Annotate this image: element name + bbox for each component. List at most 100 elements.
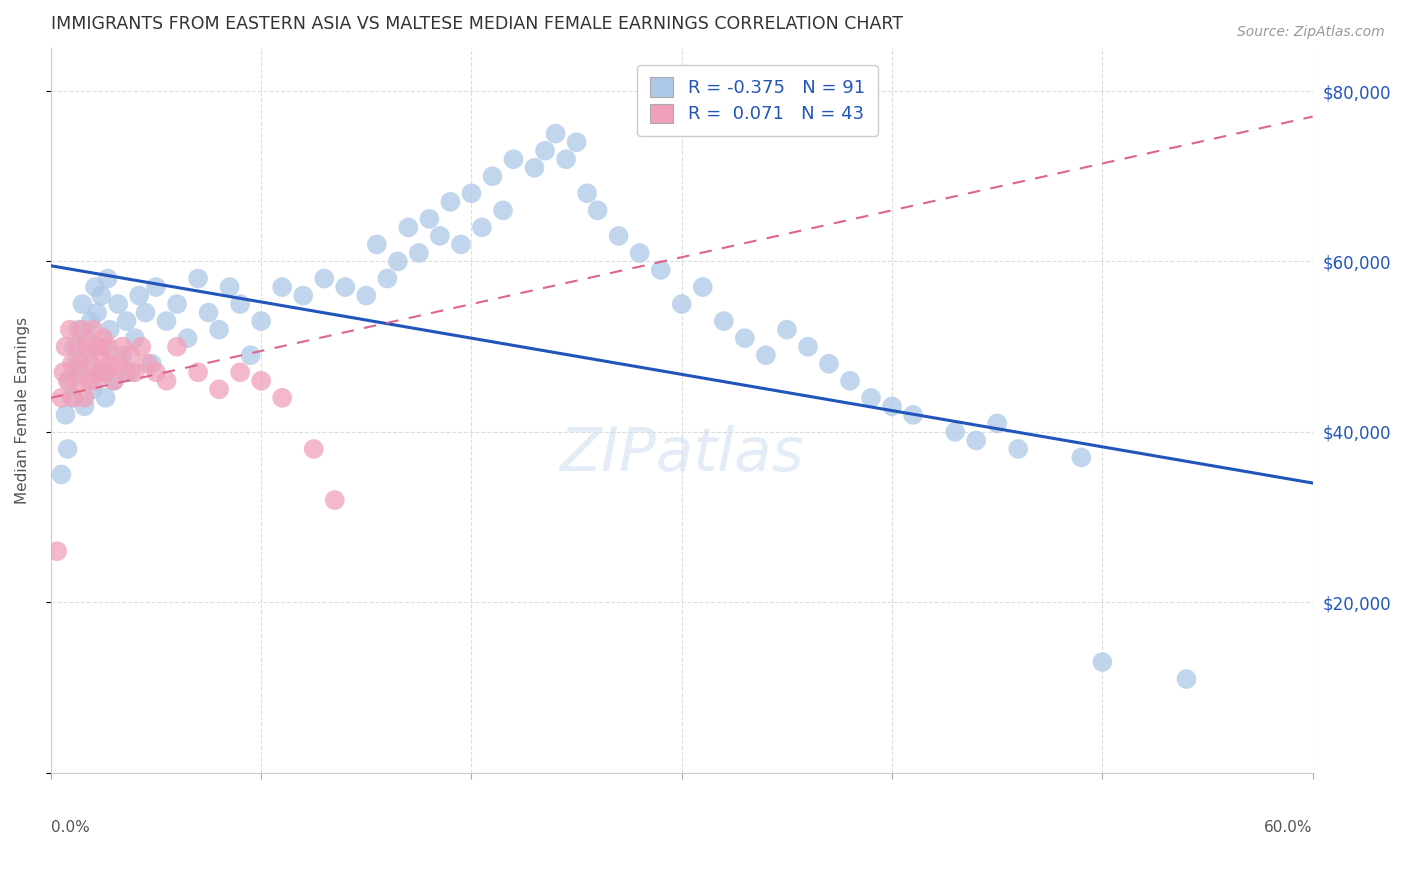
Point [120, 348, 142, 362]
Point [124, 365, 146, 379]
Point [565, 135, 588, 149]
Point [93, 331, 115, 345]
Point [1007, 442, 1029, 456]
Point [208, 323, 231, 337]
Text: IMMIGRANTS FROM EASTERN ASIA VS MALTESE MEDIAN FEMALE EARNINGS CORRELATION CHART: IMMIGRANTS FROM EASTERN ASIA VS MALTESE … [51, 15, 903, 33]
Point [51, 467, 73, 482]
Point [120, 365, 142, 379]
Point [250, 314, 273, 328]
Point [965, 434, 987, 448]
Point [111, 348, 134, 362]
Point [84, 374, 107, 388]
Point [197, 305, 219, 319]
Point [69, 357, 91, 371]
Point [97, 271, 120, 285]
Point [208, 382, 231, 396]
Point [136, 357, 159, 371]
Point [692, 280, 714, 294]
Point [1175, 672, 1198, 686]
Point [250, 374, 273, 388]
Point [650, 263, 672, 277]
Point [60, 357, 83, 371]
Point [576, 186, 599, 201]
Point [55, 340, 77, 354]
Point [65, 374, 87, 388]
Point [155, 374, 177, 388]
Text: Source: ZipAtlas.com: Source: ZipAtlas.com [1237, 25, 1385, 39]
Point [76, 331, 98, 345]
Point [128, 288, 150, 302]
Point [776, 323, 799, 337]
Point [229, 365, 252, 379]
Point [98, 323, 121, 337]
Point [335, 280, 357, 294]
Point [366, 237, 388, 252]
Point [145, 280, 167, 294]
Point [418, 211, 440, 226]
Point [734, 331, 756, 345]
Point [628, 246, 651, 260]
Point [111, 340, 134, 354]
Point [89, 365, 111, 379]
Point [471, 220, 494, 235]
Point [72, 323, 94, 337]
Point [356, 288, 378, 302]
Point [481, 169, 503, 184]
Point [94, 391, 117, 405]
Point [375, 271, 398, 285]
Point [129, 340, 152, 354]
Point [271, 280, 294, 294]
Point [986, 417, 1008, 431]
Point [839, 374, 862, 388]
Point [239, 348, 262, 362]
Point [134, 305, 156, 319]
Point [534, 144, 557, 158]
Point [271, 391, 294, 405]
Point [63, 391, 86, 405]
Point [218, 280, 240, 294]
Point [187, 365, 209, 379]
Point [176, 331, 198, 345]
Point [429, 228, 451, 243]
Point [97, 340, 120, 354]
Point [59, 323, 82, 337]
Legend: R = -0.375   N = 91, R =  0.071   N = 43: R = -0.375 N = 91, R = 0.071 N = 43 [637, 65, 877, 136]
Point [80, 357, 103, 371]
Point [450, 237, 472, 252]
Point [755, 348, 778, 362]
Point [115, 314, 138, 328]
Point [55, 408, 77, 422]
Point [460, 186, 482, 201]
Point [145, 365, 167, 379]
Point [292, 288, 315, 302]
Point [1091, 655, 1114, 669]
Point [52, 365, 75, 379]
Point [80, 314, 103, 328]
Point [82, 323, 104, 337]
Point [115, 365, 138, 379]
Point [63, 340, 86, 354]
Point [46, 544, 69, 558]
Point [86, 340, 108, 354]
Point [396, 220, 419, 235]
Point [90, 288, 112, 302]
Point [98, 357, 121, 371]
Point [82, 382, 104, 396]
Point [94, 365, 117, 379]
Point [141, 357, 163, 371]
Point [155, 314, 177, 328]
Point [1070, 450, 1092, 465]
Text: 0.0%: 0.0% [51, 820, 90, 835]
Point [544, 127, 567, 141]
Point [65, 357, 87, 371]
Point [73, 400, 96, 414]
Point [671, 297, 693, 311]
Point [103, 374, 125, 388]
Point [502, 152, 524, 166]
Text: ZIPatlas: ZIPatlas [560, 425, 804, 483]
Point [60, 391, 83, 405]
Point [523, 161, 546, 175]
Point [67, 340, 90, 354]
Point [56, 374, 79, 388]
Point [187, 271, 209, 285]
